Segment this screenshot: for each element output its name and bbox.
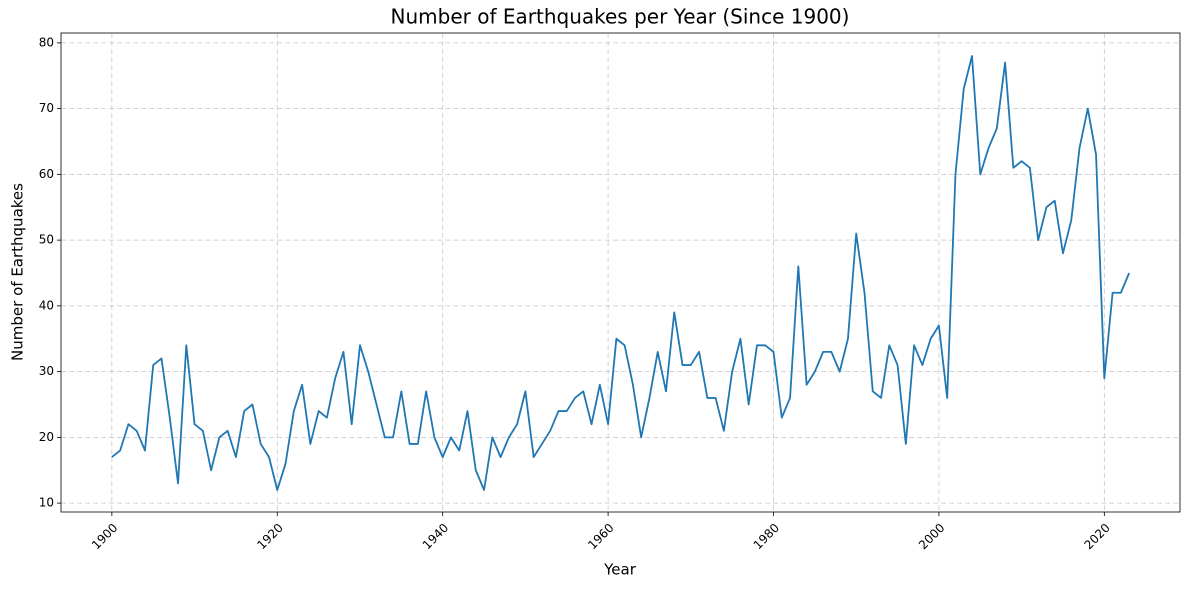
plot-frame (60, 32, 1181, 513)
y-tick-label: 10 (39, 496, 54, 510)
y-axis-label: Number of Earthquakes (9, 183, 27, 361)
y-tick-label: 60 (39, 167, 54, 181)
x-tick-label: 1900 (89, 521, 120, 552)
y-tick-label: 40 (39, 298, 54, 312)
x-tick-label: 2020 (1081, 521, 1112, 552)
y-tick-label: 30 (39, 364, 54, 378)
y-tick-label: 80 (39, 35, 54, 49)
x-tick-label: 1980 (751, 521, 782, 552)
x-axis-label: Year (603, 561, 637, 579)
y-tick-label: 50 (39, 233, 54, 247)
data-line (111, 55, 1130, 491)
x-tick-label: 1940 (420, 521, 451, 552)
y-tick-label: 20 (39, 430, 54, 444)
x-tick-label: 1920 (254, 521, 285, 552)
x-tick-label: 2000 (916, 521, 947, 552)
y-tick-label: 70 (39, 101, 54, 115)
x-tick-label: 1960 (585, 521, 616, 552)
chart-title: Number of Earthquakes per Year (Since 19… (391, 5, 850, 29)
